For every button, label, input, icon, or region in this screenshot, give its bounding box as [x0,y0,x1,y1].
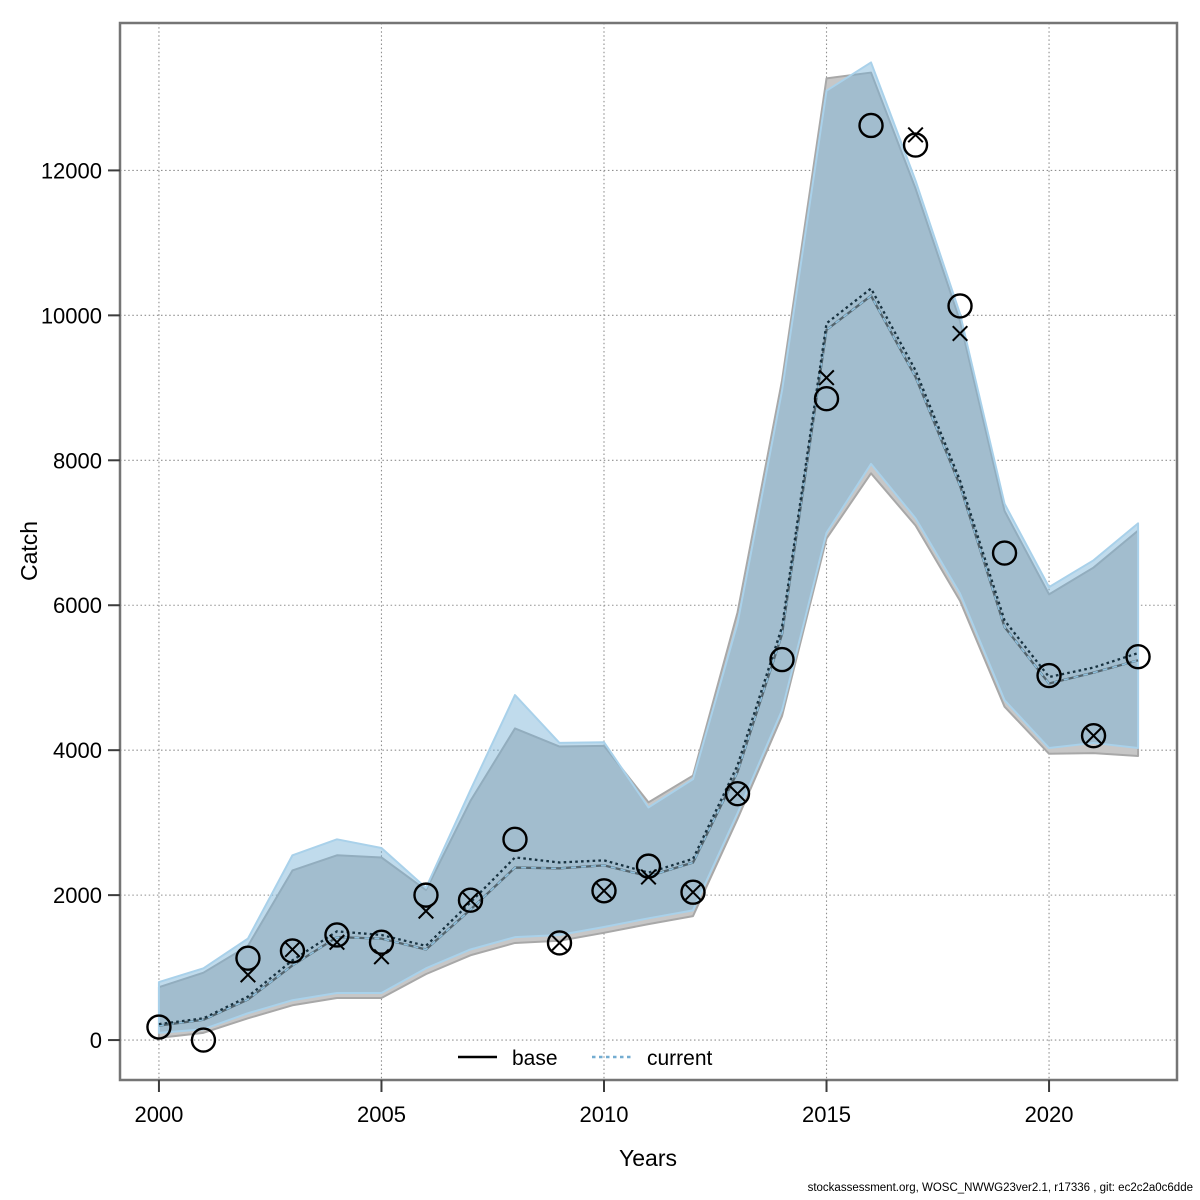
observation-circle [858,112,884,139]
legend-current-label: current [647,1047,713,1070]
observation-cross [907,126,924,143]
observation-circle [724,780,751,807]
y-tick-label: 2000 [53,883,102,908]
observation-cross [462,892,479,909]
y-tick-label: 10000 [41,303,102,328]
x-tick-label: 2015 [802,1102,851,1127]
observation-circle [591,878,617,904]
axis-ticks [108,169,1051,1092]
observation-circle [1080,722,1107,749]
plot-border [118,21,1179,1082]
observation-circle [902,132,929,158]
confidence-bands [157,61,1140,1039]
observation-circle [1036,662,1062,689]
x-tick-label: 2020 [1025,1102,1074,1127]
current-confidence-band [157,61,1140,1034]
current-line [158,286,1139,1026]
observation-circle [413,882,439,908]
observation-circle [146,1014,172,1040]
observation-cross [551,934,568,951]
base-confidence-band [157,71,1140,1039]
observation-circle [279,938,306,964]
observation-circle [324,922,350,948]
observation-cross [417,903,434,920]
y-tick-label: 8000 [53,448,102,473]
y-tick-label: 0 [90,1028,102,1053]
x-tick-label: 2000 [134,1102,183,1127]
observation-circle [769,646,795,673]
base-line-accent [158,294,1139,1027]
observation-cross [818,369,835,386]
legend-base-label: base [512,1047,558,1070]
observation-circle [991,540,1018,566]
observation-cross [1085,727,1102,744]
y-tick-label: 6000 [53,593,102,618]
observation-cross [284,941,301,958]
y-tick-label: 4000 [53,738,102,763]
observation-circle [1125,643,1151,670]
observation-cross [729,785,746,802]
footer-credit: stockassessment.org, WOSC_NWWG23ver2.1, … [808,1182,1193,1194]
observation-markers [146,112,1151,1053]
x-tick-labels: 2000 2005 2010 2015 2020 [134,1102,1073,1127]
legend: base current [458,1047,713,1070]
observation-circle [546,930,573,956]
x-tick-label: 2005 [357,1102,406,1127]
y-tick-labels: 0 2000 4000 6000 8000 10000 12000 [41,158,102,1053]
x-tick-label: 2010 [580,1102,629,1127]
observation-cross [684,884,702,901]
observation-circle [368,929,395,955]
observation-cross [640,868,657,886]
observation-cross [595,882,613,899]
observation-circle [457,887,484,913]
observation-circle [947,293,973,319]
y-tick-label: 12000 [41,158,102,183]
y-axis-title: Catch [16,521,42,581]
observation-cross [952,325,969,342]
observation-circle [680,879,706,905]
observation-circle [813,385,840,412]
x-axis-title: Years [619,1145,677,1171]
observation-circle [190,1027,217,1053]
observation-cross [373,948,390,965]
observation-cross [328,934,345,951]
observation-circle [502,826,528,853]
observation-cross [239,966,256,983]
observation-circle [235,945,261,971]
